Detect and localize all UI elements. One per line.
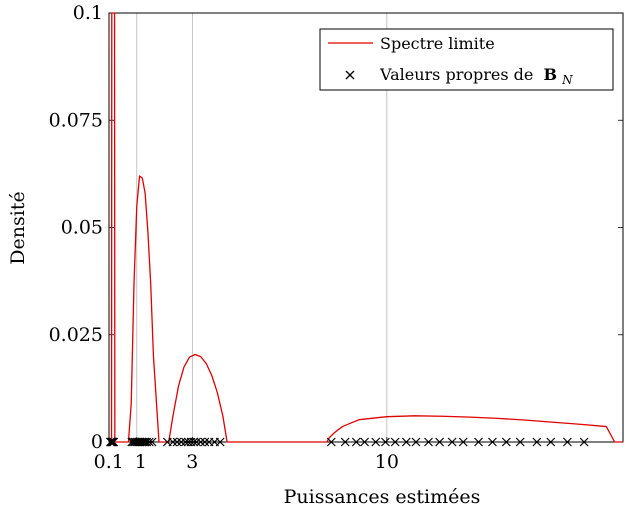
x-tick-label-2: 3 <box>186 451 198 473</box>
x-tick-label-0: 0.1 <box>94 451 124 473</box>
eigenvalue-marker-29 <box>200 437 210 447</box>
x-axis-ticks: 0.1 1 3 10 <box>94 437 399 473</box>
legend-math-bold: B <box>543 65 557 84</box>
eigenvalue-marker-6 <box>109 437 119 447</box>
eigenvalue-marker-42 <box>424 437 433 447</box>
eigenvalue-marker-53 <box>579 437 589 447</box>
legend-math-sub: N <box>561 73 573 87</box>
eigenvalue-marker-39 <box>390 437 400 447</box>
eigenvalue-marker-18 <box>147 437 157 447</box>
x-tick-label-3: 10 <box>375 451 399 473</box>
eigenvalue-marker-22 <box>176 437 186 447</box>
eigenvalue-marker-37 <box>371 437 381 447</box>
eigenvalue-marker-46 <box>474 437 483 447</box>
eigenvalue-marker-51 <box>546 437 556 447</box>
x-axis-label: Puissances estimées <box>284 486 481 508</box>
y-axis-label: Densité <box>7 191 29 264</box>
plot-frame <box>108 12 624 443</box>
eigenvalue-marker-43 <box>435 437 445 447</box>
legend-label-spectre: Spectre limite <box>380 34 495 53</box>
legend-label-valeurs-prefix: Valeurs propres de <box>379 65 533 84</box>
legend-box <box>319 28 614 91</box>
eigenvalue-marker-20 <box>168 437 178 447</box>
eigenvalue-marker-45 <box>458 437 468 447</box>
eigenvalue-marker-49 <box>515 437 525 447</box>
eigenvalue-marker-15 <box>140 437 150 447</box>
series-valeurs-propres <box>105 437 589 447</box>
eigenvalue-marker-34 <box>340 437 350 447</box>
legend-x-marker <box>345 70 355 80</box>
eigenvalue-marker-27 <box>192 437 201 447</box>
eigenvalue-marker-35 <box>351 437 361 447</box>
eigenvalue-marker-50 <box>532 437 542 447</box>
x-tick-label-1: 1 <box>135 451 147 473</box>
eigenvalue-marker-26 <box>189 437 199 447</box>
eigenvalue-marker-32 <box>215 437 225 447</box>
y-tick-label-3: 0.075 <box>49 109 103 131</box>
eigenvalue-marker-36 <box>360 437 370 447</box>
y-tick-label-0: 0 <box>91 431 103 453</box>
eigenvalue-marker-48 <box>501 437 511 447</box>
eigenvalue-marker-52 <box>563 437 572 447</box>
legend-label-valeurs: Valeurs propres de B N <box>379 65 573 87</box>
y-tick-label-2: 0.05 <box>61 217 103 239</box>
eigenvalue-marker-17 <box>144 437 154 447</box>
eigenvalue-marker-41 <box>411 437 421 447</box>
y-axis-ticks: 0 0.025 0.05 0.075 0.1 <box>49 2 623 453</box>
eigenvalue-marker-21 <box>172 437 182 447</box>
y-tick-label-4: 0.1 <box>73 2 103 24</box>
eigenvalue-marker-33 <box>326 437 336 447</box>
legend: Spectre limite Valeurs propres de B N <box>319 28 614 91</box>
series-spectre-limite <box>109 12 623 443</box>
line-spectre-limite <box>109 12 623 443</box>
eigenvalue-marker-47 <box>487 437 497 447</box>
eigenvalue-marker-38 <box>381 437 390 447</box>
eigenvalue-marker-44 <box>447 437 457 447</box>
y-tick-label-1: 0.025 <box>49 324 103 346</box>
eigenvalue-marker-40 <box>401 437 411 447</box>
eigenvalue-marker-28 <box>196 437 206 447</box>
